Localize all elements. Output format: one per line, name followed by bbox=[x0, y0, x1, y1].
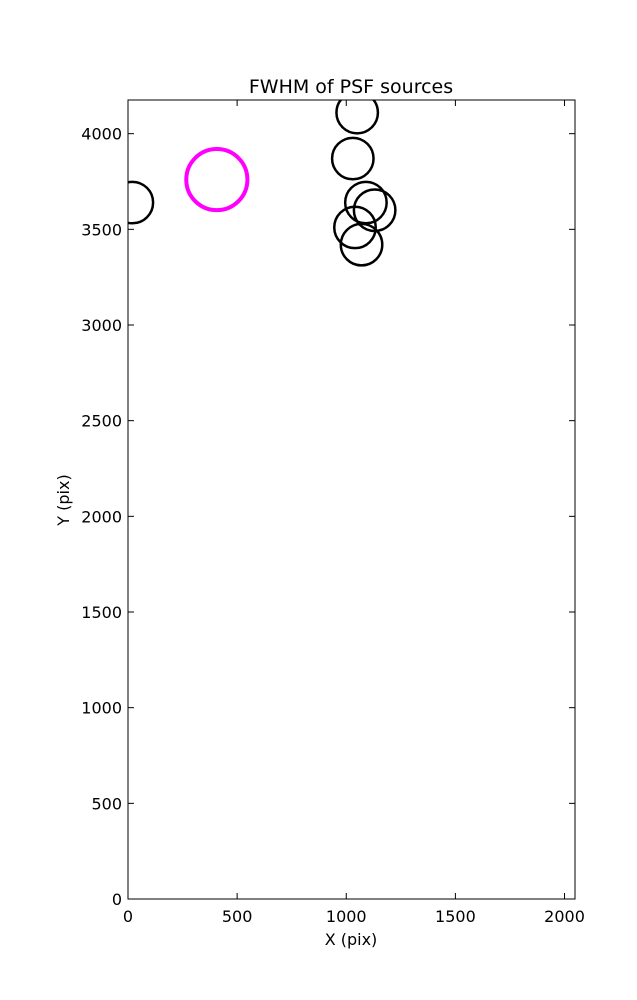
y-tick-label: 1500 bbox=[81, 603, 122, 622]
source-circle bbox=[335, 100, 380, 135]
source-circle bbox=[333, 205, 377, 250]
source-circle bbox=[339, 222, 384, 267]
plot-area bbox=[127, 99, 576, 900]
y-tick-label: 0 bbox=[112, 890, 122, 909]
x-tick-label: 0 bbox=[123, 907, 133, 926]
x-tick-label: 2000 bbox=[544, 907, 585, 926]
x-tick-label: 1000 bbox=[326, 907, 367, 926]
x-tick-label: 500 bbox=[222, 907, 253, 926]
y-axis-label: Y (pix) bbox=[54, 474, 73, 526]
source-circle bbox=[330, 136, 375, 181]
y-tick-label: 3000 bbox=[81, 316, 122, 335]
y-tick-label: 1000 bbox=[81, 699, 122, 718]
y-tick-label: 2000 bbox=[81, 507, 122, 526]
chart-title: FWHM of PSF sources bbox=[249, 76, 453, 98]
x-axis-label: X (pix) bbox=[325, 930, 378, 949]
source-markers bbox=[128, 100, 397, 267]
y-tick-label: 500 bbox=[91, 794, 122, 813]
x-tick-label: 1500 bbox=[435, 907, 476, 926]
source-circle bbox=[128, 180, 155, 225]
plot-frame bbox=[127, 99, 576, 900]
y-tick-label: 2500 bbox=[81, 412, 122, 431]
y-axis-ticks: 0 500 1000 1500 2000 2500 3000 3500 4000 bbox=[81, 125, 575, 909]
x-axis-ticks: 0 500 1000 1500 2000 bbox=[123, 100, 585, 926]
highlight-circle bbox=[184, 147, 250, 213]
y-tick-label: 3500 bbox=[81, 220, 122, 239]
y-tick-label: 4000 bbox=[81, 125, 122, 144]
